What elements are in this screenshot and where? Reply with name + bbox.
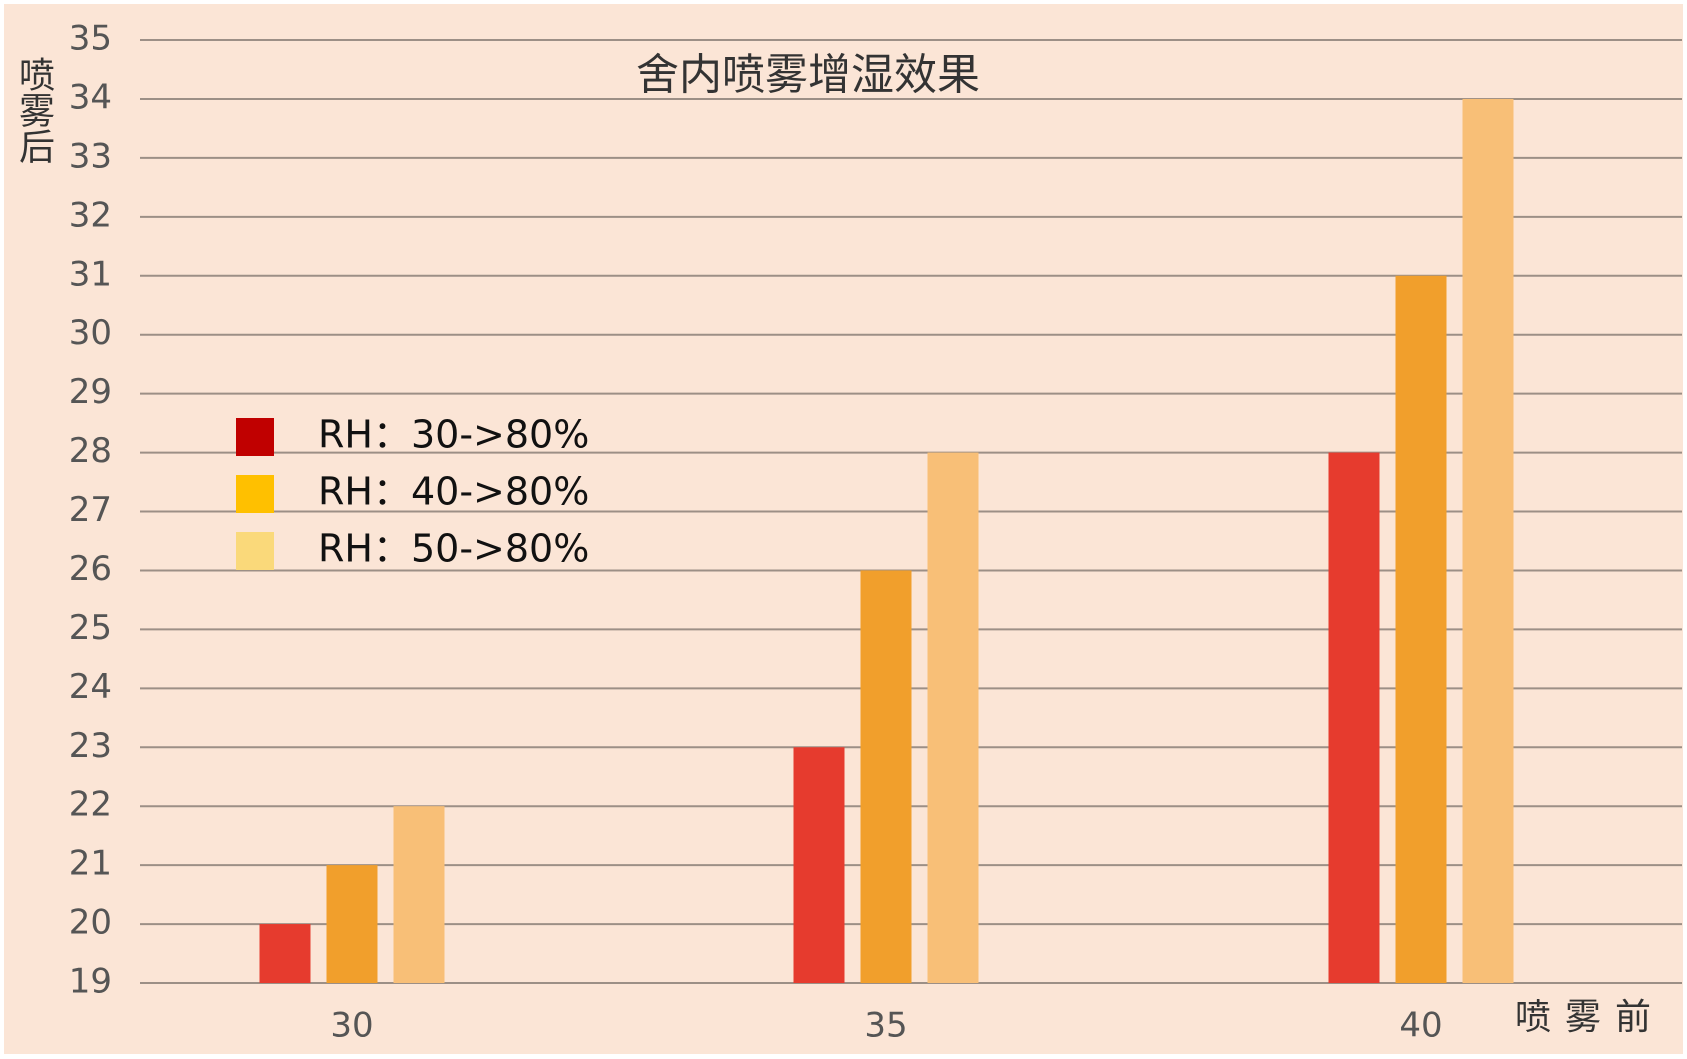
y-tick-label: 33 — [69, 136, 112, 176]
bar — [1395, 275, 1447, 983]
legend-label: RH：30->80% — [318, 413, 589, 457]
y-axis-label: 喷雾后 — [13, 56, 54, 164]
legend-swatch — [236, 475, 274, 513]
legend-label: RH：40->80% — [318, 470, 589, 514]
y-tick-label: 19 — [69, 962, 112, 1002]
y-tick-label: 35 — [69, 19, 112, 59]
legend-swatch — [236, 418, 274, 456]
x-tick-label: 40 — [1399, 1006, 1442, 1046]
y-tick-label: 20 — [69, 903, 112, 943]
bar — [259, 924, 311, 983]
y-tick-label: 34 — [69, 77, 112, 117]
y-tick-label: 27 — [69, 490, 112, 530]
chart-title: 舍内喷雾增湿效果 — [636, 51, 980, 101]
legend-label: RH：50->80% — [318, 527, 589, 571]
y-tick-label: 30 — [69, 313, 112, 353]
bar — [1328, 452, 1380, 983]
y-tick-label: 31 — [69, 254, 112, 294]
y-tick-label: 28 — [69, 431, 112, 471]
y-tick-label: 22 — [69, 785, 112, 825]
bar — [393, 806, 445, 983]
x-tick-label: 35 — [864, 1006, 907, 1046]
bar — [793, 747, 845, 983]
y-tick-label: 29 — [69, 372, 112, 412]
bar — [1462, 98, 1514, 983]
bar — [927, 452, 979, 983]
y-tick-label: 26 — [69, 549, 112, 589]
y-tick-label: 32 — [69, 195, 112, 235]
x-tick-label: 30 — [330, 1006, 373, 1046]
y-tick-label: 24 — [69, 667, 112, 707]
bar — [326, 865, 378, 983]
legend-swatch — [236, 532, 274, 570]
y-tick-label: 21 — [69, 844, 112, 884]
y-tick-label: 25 — [69, 608, 112, 648]
bar — [860, 570, 912, 983]
y-tick-label: 23 — [69, 726, 112, 766]
x-axis-label: 喷雾前 — [1515, 997, 1665, 1038]
